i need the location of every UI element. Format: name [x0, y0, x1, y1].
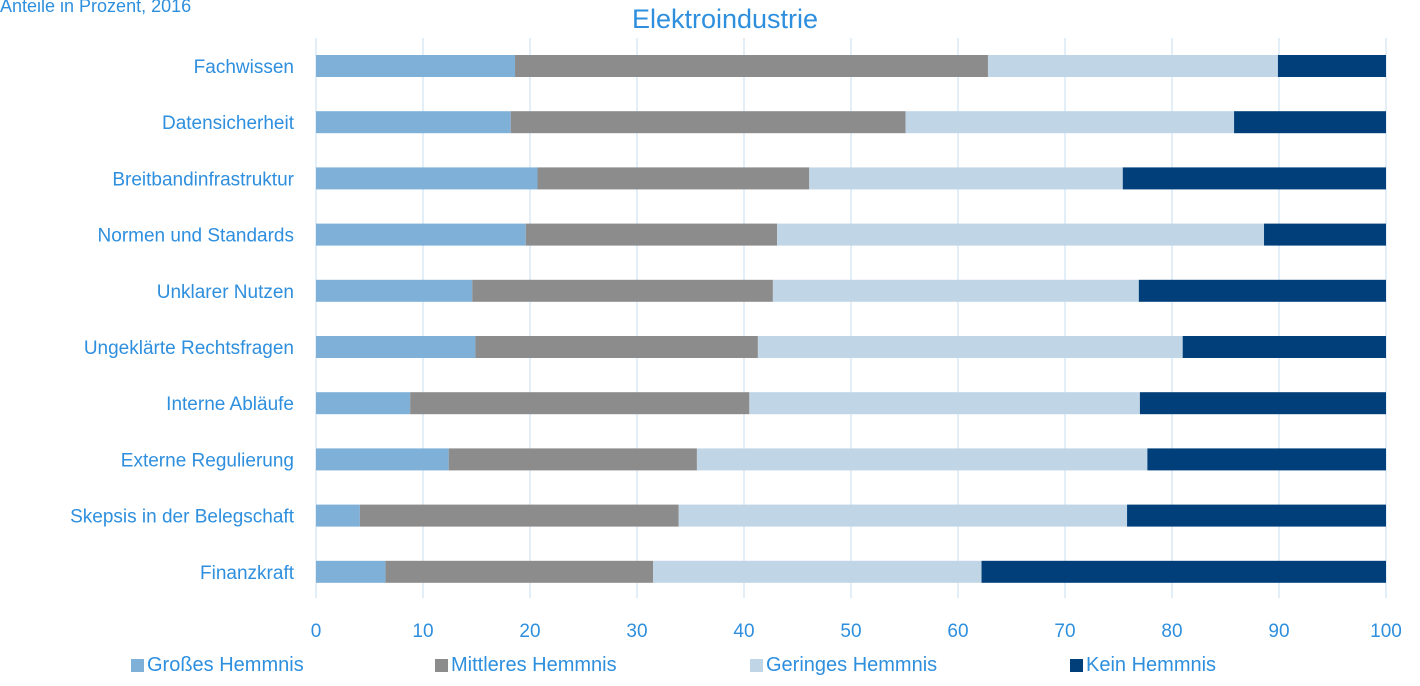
- bar-segment: [1277, 55, 1386, 77]
- bar-segment: [981, 560, 1386, 583]
- bar-segment: [448, 448, 697, 471]
- bar-segment: [678, 504, 1128, 527]
- legend-item: Großes Hemmnis: [131, 654, 304, 677]
- legend-label: Geringes Hemmnis: [766, 654, 938, 676]
- x-tick-label: 70: [1054, 621, 1075, 642]
- category-labels: Fachwissen Datensicherheit Breitbandinfras…: [70, 57, 295, 584]
- bar-segment: [1138, 279, 1386, 302]
- bar-segment: [696, 448, 1148, 471]
- bar-segment: [410, 392, 750, 415]
- category-label: Breitbandinfrastruktur: [112, 169, 294, 190]
- bar-segment: [1264, 223, 1386, 246]
- bar-segment: [987, 55, 1278, 77]
- bar-segment: [905, 111, 1235, 134]
- chart-subtitle: Anteile in Prozent, 2016: [0, 0, 192, 16]
- bar-segment: [757, 336, 1183, 358]
- chart-title: Elektroindustrie: [631, 4, 819, 34]
- x-tick-label: 0: [311, 621, 322, 642]
- legend-item: Geringes Hemmnis: [750, 654, 937, 677]
- x-tick-label: 90: [1268, 621, 1289, 642]
- category-label: Skepsis in der Belegschaft: [70, 507, 295, 528]
- legend-item: Mittleres Hemmnis: [435, 654, 617, 677]
- bar-segment: [515, 55, 988, 77]
- bar-segment: [1122, 167, 1386, 190]
- legend: Großes Hemmnis Mittleres Hemmnis Geringes …: [0, 654, 1420, 684]
- bar-segment: [359, 504, 679, 527]
- bar-segment: [653, 560, 982, 583]
- legend-swatch: [1070, 659, 1083, 672]
- legend-swatch: [131, 659, 144, 672]
- bar-segment: [1139, 392, 1386, 415]
- x-tick-label: 100: [1370, 621, 1402, 642]
- bar-segment: [316, 223, 526, 246]
- bar-segment: [525, 223, 778, 246]
- x-tick-label: 40: [733, 621, 754, 642]
- category-label: Ungeklärte Rechtsfragen: [84, 338, 294, 359]
- legend-swatch: [435, 659, 448, 672]
- category-label: Externe Regulierung: [121, 450, 294, 471]
- category-label: Fachwissen: [194, 57, 294, 78]
- bar-segment: [316, 111, 511, 134]
- bar-segment: [385, 560, 654, 583]
- legend-item: Kein Hemmnis: [1070, 654, 1216, 677]
- bar-segment: [316, 504, 360, 527]
- bar-segment: [1234, 111, 1386, 134]
- bar-layer: [316, 55, 1386, 583]
- x-tick-label: 10: [412, 621, 433, 642]
- bar-segment: [475, 336, 758, 358]
- bar-segment: [510, 111, 906, 134]
- bar-segment: [316, 167, 538, 190]
- category-label: Datensicherheit: [162, 113, 295, 134]
- x-axis-tick-labels: 0 10 20 30 40 50 60 70 80 90 100: [311, 621, 1402, 642]
- x-tick-label: 50: [840, 621, 861, 642]
- bar-segment: [472, 279, 773, 302]
- stacked-bar-chart: Fachwissen Datensicherheit Breitbandinfras…: [70, 38, 1402, 642]
- bar-segment: [537, 167, 810, 190]
- x-tick-label: 30: [626, 621, 647, 642]
- legend-swatch: [750, 659, 763, 672]
- bar-segment: [1182, 336, 1386, 358]
- bar-segment: [749, 392, 1140, 415]
- bar-segment: [777, 223, 1265, 246]
- bar-segment: [316, 392, 411, 415]
- bar-segment: [316, 560, 386, 583]
- x-tick-label: 80: [1161, 621, 1182, 642]
- x-tick-label: 20: [519, 621, 540, 642]
- legend-label: Großes Hemmnis: [147, 654, 304, 676]
- bar-segment: [316, 279, 473, 302]
- x-tick-label: 60: [947, 621, 968, 642]
- legend-label: Mittleres Hemmnis: [451, 654, 617, 676]
- bar-segment: [772, 279, 1139, 302]
- category-label: Finanzkraft: [200, 563, 295, 584]
- category-label: Normen und Standards: [98, 226, 294, 247]
- legend-label: Kein Hemmnis: [1086, 654, 1217, 676]
- bar-segment: [809, 167, 1123, 190]
- category-label: Interne Abläufe: [166, 394, 294, 415]
- bar-segment: [316, 55, 516, 77]
- bar-segment: [1127, 504, 1386, 527]
- bar-segment: [316, 336, 476, 358]
- category-label: Unklarer Nutzen: [157, 282, 294, 303]
- bar-segment: [316, 448, 449, 471]
- bar-segment: [1147, 448, 1386, 471]
